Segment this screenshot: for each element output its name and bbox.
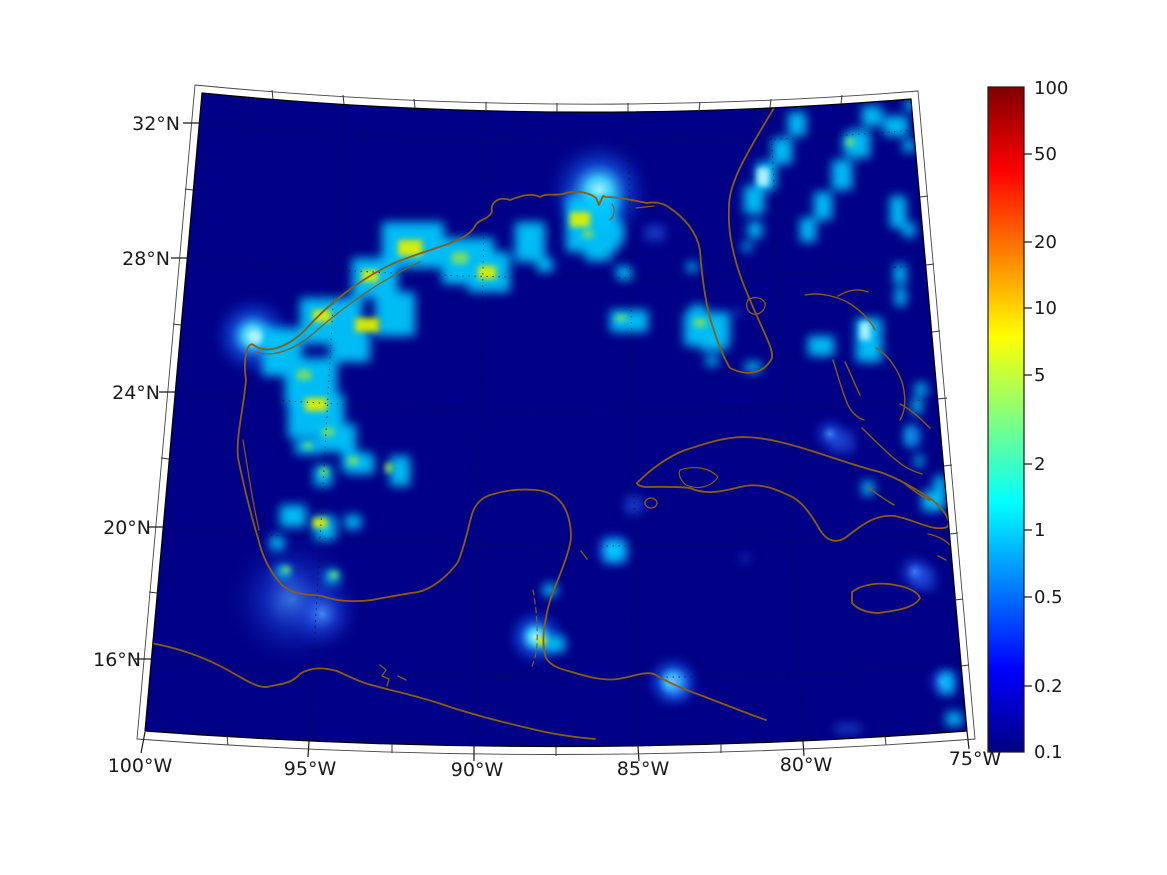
coastline-cuba-lagoon bbox=[678, 467, 719, 488]
heatmap-hotspots-faint bbox=[625, 225, 935, 734]
coastline-isle-of-youth bbox=[644, 497, 658, 509]
lon-label-80w: 80°W bbox=[780, 754, 833, 776]
lon-axis-labels: 100°W 95°W 90°W 85°W 80°W 75°W bbox=[108, 748, 1002, 781]
colorbar-label-2: 2 bbox=[1034, 454, 1045, 475]
lon-label-75w: 75°W bbox=[949, 748, 1002, 770]
coastline-bahamas bbox=[804, 289, 931, 506]
lon-label-100w: 100°W bbox=[108, 755, 173, 777]
map-frame-outer bbox=[136, 84, 976, 755]
map-frame-inner bbox=[144, 92, 968, 748]
lat-label-32n: 32°N bbox=[132, 113, 180, 135]
coastline-lake-okeechobee bbox=[746, 296, 766, 315]
map-frame-minor-ticks bbox=[148, 89, 970, 756]
heatmap-cores-green bbox=[282, 138, 854, 578]
lat-label-16n: 16°N bbox=[93, 649, 141, 671]
coastline-tamaulipas-lagoon bbox=[242, 439, 260, 531]
heatmap-cores-yellow bbox=[305, 212, 590, 645]
colorbar-label-01: 0.1 bbox=[1034, 742, 1063, 763]
lat-label-24n: 24°N bbox=[112, 382, 160, 404]
colorbar-label-100: 100 bbox=[1034, 78, 1068, 99]
colorbar-label-50: 50 bbox=[1034, 144, 1057, 165]
colorbar-label-20: 20 bbox=[1034, 232, 1057, 253]
lat-label-20n: 20°N bbox=[103, 517, 151, 539]
map-area bbox=[145, 93, 967, 747]
coastline-texas-lagoon bbox=[256, 261, 421, 355]
graticule-gridlines bbox=[150, 104, 962, 747]
lon-label-90w: 90°W bbox=[451, 759, 504, 781]
coastline-us-gulf-atlantic bbox=[236, 99, 780, 721]
coastline-barrier-islets bbox=[609, 203, 655, 221]
colorbar-label-02: 0.2 bbox=[1034, 676, 1063, 697]
lon-label-85w: 85°W bbox=[617, 758, 670, 780]
coastline-belize-cays bbox=[531, 589, 538, 667]
coastline-pacific-mexico bbox=[150, 642, 596, 740]
colorbar-label-05: 0.5 bbox=[1034, 587, 1063, 608]
lat-axis-labels: 32°N 28°N 24°N 20°N 16°N bbox=[93, 113, 180, 671]
heatmap-cores-bright bbox=[251, 168, 870, 342]
coastline-cuba bbox=[636, 436, 950, 542]
colorbar-ticks bbox=[1024, 153, 1032, 687]
colorbar-gradient bbox=[987, 86, 1025, 753]
coastlines bbox=[150, 99, 955, 740]
coastline-jamaica bbox=[851, 582, 921, 614]
axis-major-ticks bbox=[135, 122, 970, 762]
coastline-cozumel bbox=[580, 550, 588, 560]
colorbar: 100 50 20 10 5 2 1 0.5 0.2 0.1 bbox=[987, 78, 1068, 763]
colorbar-label-5: 5 bbox=[1034, 365, 1045, 386]
colorbar-labels: 100 50 20 10 5 2 1 0.5 0.2 0.1 bbox=[1034, 78, 1068, 763]
lat-label-28n: 28°N bbox=[122, 248, 170, 270]
colorbar-label-1: 1 bbox=[1034, 520, 1045, 541]
colorbar-label-10: 10 bbox=[1034, 298, 1057, 319]
map-frame bbox=[135, 84, 976, 762]
lon-label-95w: 95°W bbox=[284, 758, 337, 780]
coastline-guatemala-marks bbox=[379, 664, 407, 687]
